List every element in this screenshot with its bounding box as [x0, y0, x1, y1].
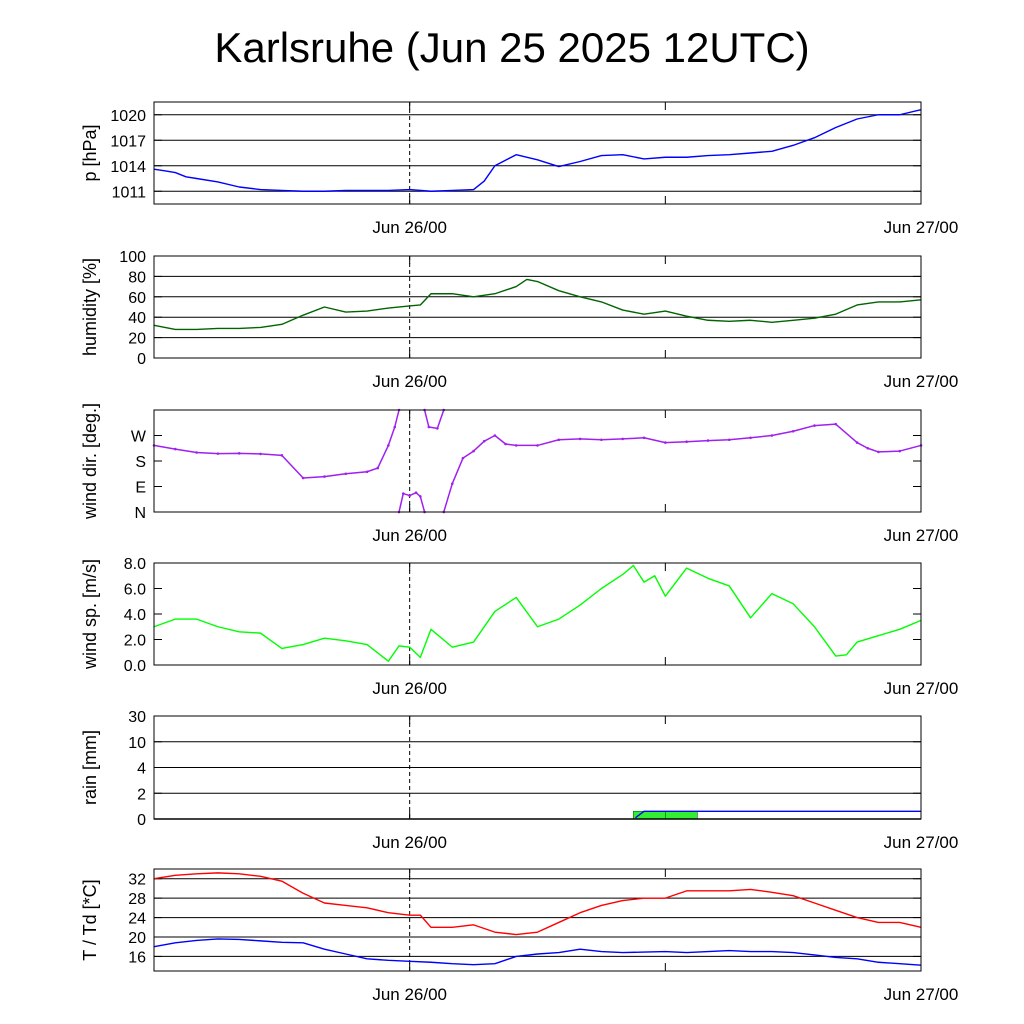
y-tick-label: 0 — [137, 351, 146, 368]
y-tick-label: 16 — [128, 949, 146, 966]
y-axis-label: p [hPa] — [80, 124, 100, 181]
y-tick-label: 4.0 — [124, 607, 146, 624]
y-tick-label: 1017 — [110, 133, 146, 150]
y-tick-label: 0 — [137, 812, 146, 829]
chart-title: Karlsruhe (Jun 25 2025 12UTC) — [214, 24, 810, 71]
series-line-0 — [153, 872, 922, 936]
y-tick-label: 1011 — [112, 184, 147, 201]
y-tick-label: 30 — [128, 709, 146, 726]
series-line-0 — [153, 108, 922, 192]
y-tick-label: 80 — [128, 269, 146, 286]
y-tick-label: 4 — [137, 761, 146, 778]
x-tick-label: Jun 27/00 — [884, 679, 959, 698]
y-tick-label: 2.0 — [124, 633, 146, 650]
y-tick-label: 10 — [128, 735, 146, 752]
x-tick-label: Jun 26/00 — [372, 218, 447, 237]
y-tick-label: N — [134, 505, 146, 522]
y-axis-label: wind dir. [deg.] — [80, 403, 100, 520]
series-line — [153, 409, 400, 479]
y-tick-label: 28 — [128, 891, 146, 908]
y-tick-label: 32 — [128, 872, 146, 889]
series-line-0 — [635, 810, 921, 819]
y-tick-label: 8.0 — [124, 556, 146, 573]
plot-frame — [153, 255, 922, 359]
y-tick-label: S — [135, 454, 146, 471]
y-axis-label: wind sp. [m/s] — [80, 559, 100, 670]
panel-4: 0 2 4 10 30 Jun 26/00 Jun 27/00 rain [mm] — [80, 709, 958, 852]
plot-frame — [153, 868, 922, 972]
series-line — [398, 491, 426, 513]
panel-5: 16 20 24 28 32 Jun 26/00 Jun 27/00 T / Td [*C] — [80, 868, 959, 1004]
y-axis-label: humidity [%] — [80, 258, 100, 356]
y-tick-label: 6.0 — [124, 582, 146, 599]
plot-frame — [153, 715, 922, 820]
plot-frame — [153, 101, 922, 205]
series-line — [443, 423, 922, 513]
y-tick-label: W — [131, 429, 147, 446]
series-line-0 — [153, 564, 922, 662]
x-tick-label: Jun 27/00 — [884, 985, 959, 1004]
panel-0: 1011 1014 1017 1020 Jun 26/00 Jun 27/00 p [hPa… — [80, 101, 959, 237]
y-tick-label: 1020 — [110, 108, 146, 125]
y-tick-label: 2 — [137, 786, 146, 803]
x-tick-label: Jun 26/00 — [372, 526, 447, 545]
y-tick-label: 24 — [128, 911, 146, 928]
y-tick-label: E — [135, 480, 146, 497]
x-tick-label: Jun 26/00 — [372, 679, 447, 698]
panel-1: 0 20 40 60 80 100 Jun 26/00 Jun 27/00 humidity [… — [80, 249, 958, 391]
y-axis-label: T / Td [*C] — [80, 879, 100, 960]
y-tick-label: 20 — [128, 331, 146, 348]
plot-frame — [153, 409, 922, 513]
series-line-1 — [153, 938, 922, 966]
rain-bar — [665, 810, 698, 820]
y-tick-label: 20 — [128, 930, 146, 947]
x-tick-label: Jun 27/00 — [884, 526, 959, 545]
series-line-0 — [153, 278, 922, 331]
y-tick-label: 40 — [128, 310, 146, 327]
x-tick-label: Jun 26/00 — [372, 833, 447, 852]
y-tick-label: 0.0 — [124, 658, 146, 675]
series-line — [423, 409, 445, 430]
plot-frame — [153, 562, 922, 666]
x-tick-label: Jun 27/00 — [884, 218, 959, 237]
y-tick-label: 1014 — [110, 159, 146, 176]
y-axis-label: rain [mm] — [80, 730, 100, 805]
x-tick-label: Jun 27/00 — [884, 372, 959, 391]
y-tick-label: 60 — [128, 290, 146, 307]
panel-3: 0.0 2.0 4.0 6.0 8.0 Jun 26/00 Jun 27/00 wind sp… — [80, 556, 958, 698]
x-tick-label: Jun 26/00 — [372, 372, 447, 391]
x-tick-label: Jun 27/00 — [884, 833, 959, 852]
x-tick-label: Jun 26/00 — [372, 985, 447, 1004]
y-tick-label: 100 — [119, 249, 146, 266]
